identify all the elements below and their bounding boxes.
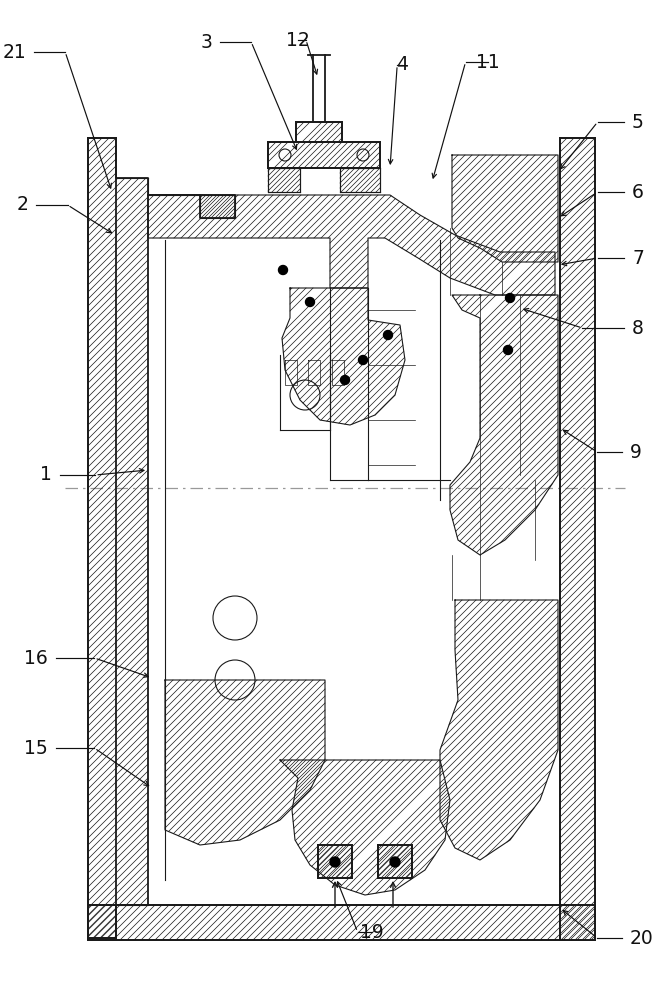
Circle shape — [330, 857, 340, 867]
Text: 2: 2 — [16, 196, 28, 215]
Text: 12: 12 — [286, 30, 310, 49]
Text: 16: 16 — [24, 648, 48, 668]
Text: 20: 20 — [630, 928, 654, 948]
Text: 7: 7 — [632, 248, 644, 267]
Circle shape — [358, 356, 368, 364]
Text: 19: 19 — [360, 922, 384, 942]
Text: 9: 9 — [630, 442, 642, 462]
Circle shape — [505, 294, 515, 302]
Text: 15: 15 — [24, 738, 48, 758]
Text: 11: 11 — [476, 52, 500, 72]
Circle shape — [390, 857, 400, 867]
Circle shape — [383, 330, 393, 340]
Text: 8: 8 — [632, 318, 644, 338]
Circle shape — [306, 298, 314, 306]
Circle shape — [340, 375, 350, 384]
Text: 4: 4 — [396, 55, 408, 75]
Text: 5: 5 — [632, 112, 644, 131]
Text: 1: 1 — [40, 466, 52, 485]
Circle shape — [279, 265, 287, 274]
Text: 6: 6 — [632, 182, 644, 202]
Circle shape — [503, 346, 513, 355]
Text: 3: 3 — [200, 32, 212, 51]
Text: 21: 21 — [2, 42, 26, 62]
